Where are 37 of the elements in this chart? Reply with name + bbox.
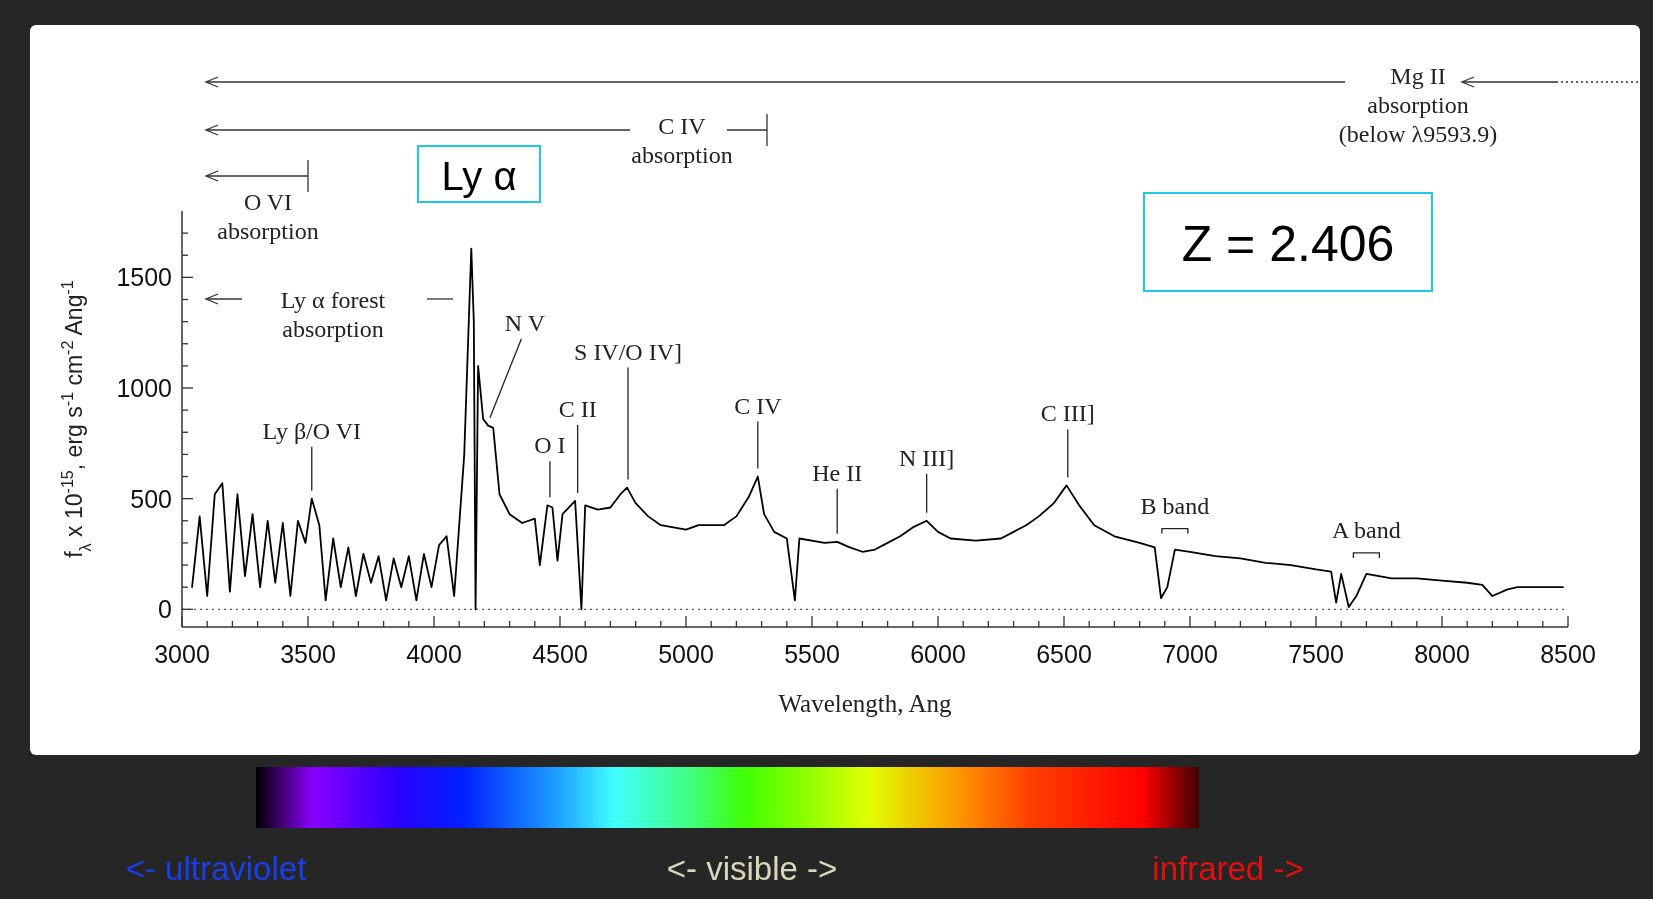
annotation: N V	[504, 309, 546, 336]
y-tick-label: 1500	[116, 263, 172, 292]
y-tick-label: 0	[158, 595, 172, 624]
annotation: C II	[558, 395, 597, 422]
x-tick-label: 8000	[1414, 640, 1470, 668]
x-tick-label: 4000	[406, 640, 462, 668]
x-tick-label: 4500	[532, 640, 588, 668]
annotation: Ly α forest absorption	[280, 287, 386, 342]
text: C IV absorption	[631, 113, 733, 168]
annotation: A band	[1332, 516, 1401, 543]
annotation: C III]	[1040, 400, 1095, 427]
annotation: C IV	[734, 392, 783, 419]
text: Ly α	[441, 154, 517, 198]
x-tick-label: 6000	[910, 640, 966, 668]
x-axis-title: Wavelength, Ang	[778, 690, 952, 717]
x-tick-label: 6500	[1036, 640, 1092, 668]
text: infrared ->	[1152, 850, 1304, 887]
x-tick-label: 3000	[154, 640, 210, 668]
annotation: Ly β/O VI	[262, 417, 362, 444]
y-tick-label: 500	[130, 484, 172, 513]
x-tick-label: 7000	[1162, 640, 1218, 668]
annotation: O VI absorption	[217, 189, 319, 244]
x-tick-label: 5500	[784, 640, 840, 668]
annotation: O I	[534, 432, 566, 459]
annotation: B band	[1140, 492, 1210, 519]
annotation: He II	[812, 459, 863, 486]
annotation: N III]	[899, 444, 955, 471]
y-tick-label: 1000	[116, 374, 172, 403]
annotation: S IV/O IV]	[574, 338, 683, 365]
text: Mg II absorption (below λ9593.9)	[1338, 63, 1498, 147]
x-tick-label: 3500	[280, 640, 336, 668]
x-tick-label: 7500	[1288, 640, 1344, 668]
annotation: Z = 2.406	[1181, 216, 1395, 272]
x-tick-label: 8500	[1540, 640, 1596, 668]
x-tick-label: 5000	[658, 640, 714, 668]
text: <- ultraviolet	[125, 850, 307, 887]
text: <- visible ->	[666, 850, 838, 887]
